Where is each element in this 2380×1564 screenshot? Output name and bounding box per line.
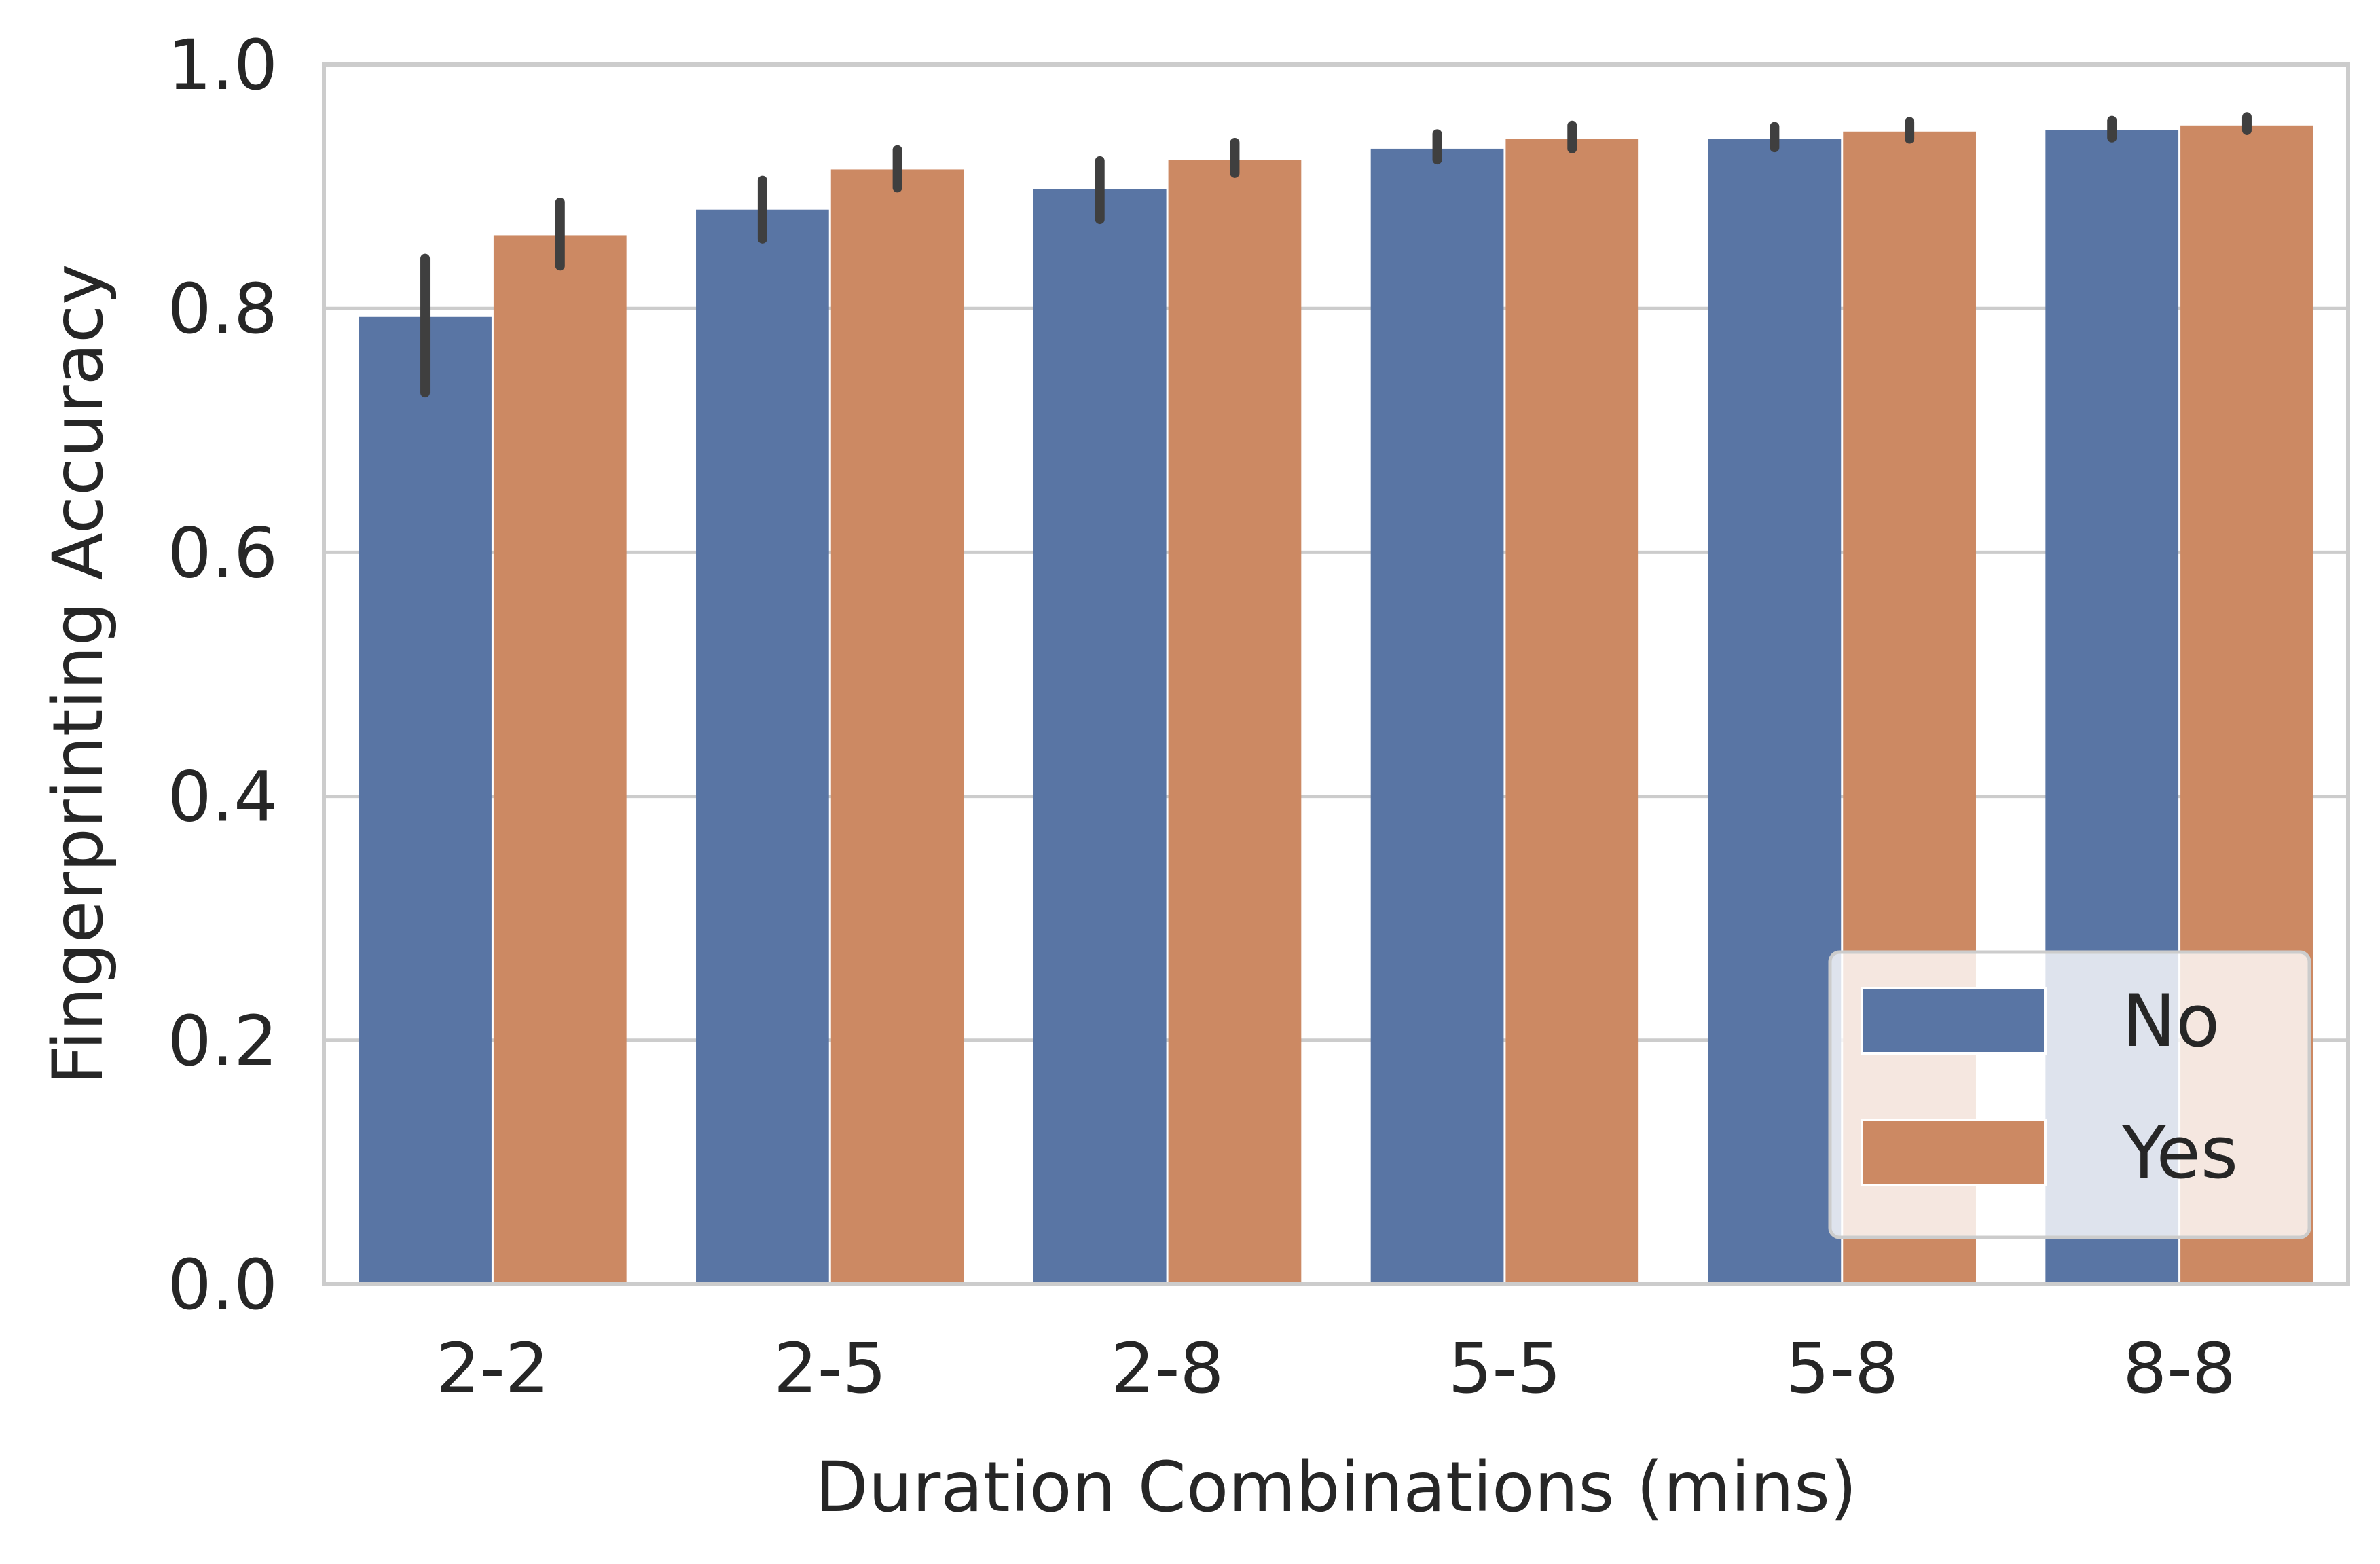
bar-yes-5-5 [1505,139,1639,1284]
bar-no-2-8 [1033,189,1167,1284]
legend-label-yes: Yes [2121,1111,2238,1195]
bar-no-5-8 [1708,139,1842,1284]
bar-yes-2-8 [1168,160,1302,1284]
x-tick-label: 2-5 [773,1328,887,1409]
bar-no-5-5 [1370,148,1504,1285]
legend-swatch-yes [1861,1119,2047,1186]
x-tick-label: 2-2 [436,1328,549,1409]
bar-yes-2-5 [830,169,964,1284]
error-bars [420,112,2252,398]
x-tick-label: 2-8 [1111,1328,1224,1409]
bar-yes-2-2 [493,235,627,1285]
legend-swatch-no [1861,987,2047,1055]
x-axis-label: Duration Combinations (mins) [815,1447,1857,1528]
y-tick-label: 0.8 [168,269,278,350]
y-tick-label: 1.0 [168,25,278,106]
y-tick-label: 0.0 [168,1245,278,1326]
y-axis-label: Fingerprinting Accuracy [38,263,119,1085]
plot-frame [322,62,2350,1286]
legend: No Yes [1828,950,2311,1239]
x-tick-label: 5-5 [1448,1328,1562,1409]
x-tick-label: 8-8 [2123,1328,2236,1409]
y-tick-label: 0.6 [168,513,278,594]
x-tick-labels: 2-2 2-5 2-8 5-5 5-8 8-8 [436,1328,2236,1409]
x-tick-label: 5-8 [1785,1328,1899,1409]
y-tick-label: 0.4 [168,757,278,838]
y-tick-labels: 0.0 0.2 0.4 0.6 0.8 1.0 [168,25,278,1326]
bar-no-2-5 [696,209,829,1284]
y-tick-label: 0.2 [168,1001,278,1082]
legend-label-no: No [2122,979,2220,1063]
bar-no-2-2 [359,316,492,1285]
